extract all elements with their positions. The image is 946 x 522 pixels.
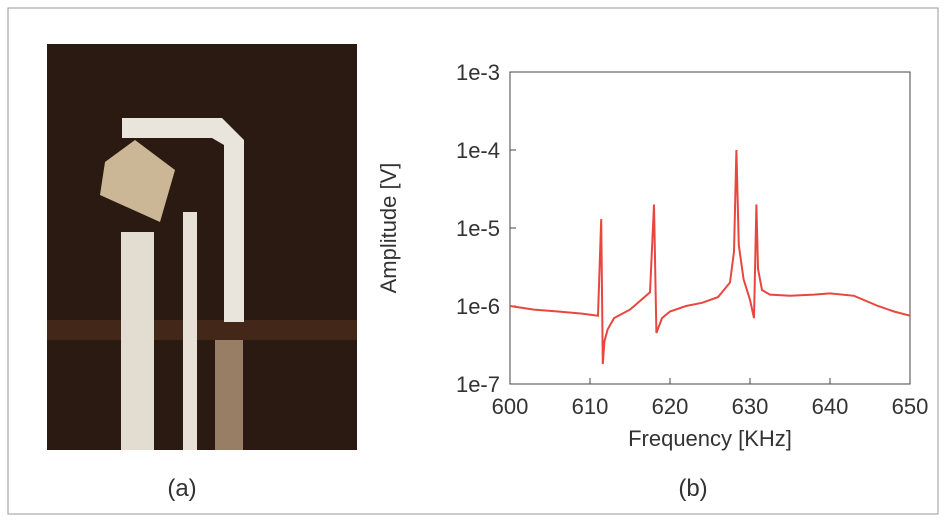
y-tick-label: 1e-3 <box>456 60 500 85</box>
y-tick-label: 1e-6 <box>456 294 500 319</box>
y-tick-label: 1e-5 <box>456 216 500 241</box>
x-tick-label: 640 <box>812 394 849 419</box>
x-tick-label: 620 <box>652 394 689 419</box>
x-tick-label: 630 <box>732 394 769 419</box>
spectrum-line <box>509 149 911 365</box>
caption-a: (a) <box>167 475 196 502</box>
caption-b: (b) <box>678 475 707 502</box>
y-axis-label: Amplitude [V] <box>376 163 401 294</box>
x-tick-label: 600 <box>492 394 529 419</box>
y-tick-label: 1e-4 <box>456 138 500 163</box>
y-tick-label: 1e-7 <box>456 372 500 397</box>
x-tick-label: 610 <box>572 394 609 419</box>
x-axis-label: Frequency [KHz] <box>628 426 792 451</box>
x-tick-label: 650 <box>892 394 929 419</box>
photo <box>47 44 357 450</box>
